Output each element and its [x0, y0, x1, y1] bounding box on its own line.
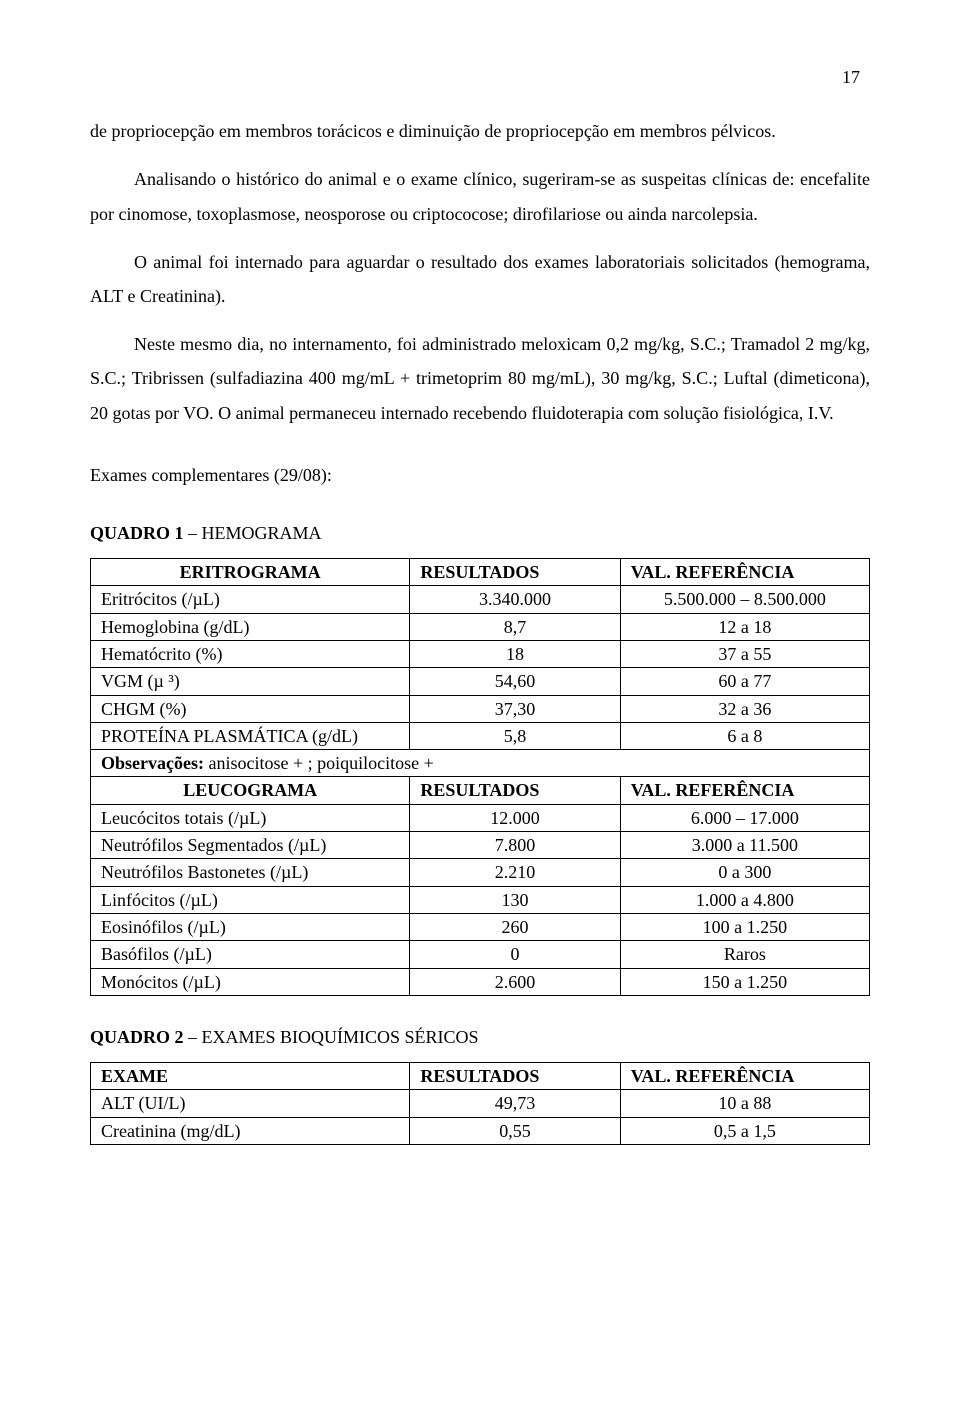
q1-eritro-header-row: ERITROGRAMA RESULTADOS VAL. REFERÊNCIA [91, 559, 870, 586]
q1-observacoes-cell: Observações: anisocitose + ; poiquilocit… [91, 750, 870, 777]
cell-value: 12.000 [410, 804, 620, 831]
cell-label: Basófilos (/µL) [91, 941, 410, 968]
cell-label: CHGM (%) [91, 695, 410, 722]
quadro1-title: QUADRO 1 – HEMOGRAMA [90, 516, 870, 550]
q1-leuco-header: LEUCOGRAMA [91, 777, 410, 804]
cell-value: 130 [410, 886, 620, 913]
cell-value: 37,30 [410, 695, 620, 722]
q2-ref-header: VAL. REFERÊNCIA [620, 1063, 869, 1090]
table-row: Monócitos (/µL)2.600150 a 1.250 [91, 968, 870, 995]
q1-ref-header: VAL. REFERÊNCIA [620, 559, 869, 586]
cell-value: 49,73 [410, 1090, 620, 1117]
cell-ref: 32 a 36 [620, 695, 869, 722]
cell-ref: 150 a 1.250 [620, 968, 869, 995]
obs-label: Observações: [101, 753, 204, 773]
cell-value: 5,8 [410, 722, 620, 749]
cell-ref: 100 a 1.250 [620, 913, 869, 940]
cell-ref: 12 a 18 [620, 613, 869, 640]
table-row: Neutrófilos Bastonetes (/µL)2.2100 a 300 [91, 859, 870, 886]
paragraph-1: de propriocepção em membros torácicos e … [90, 114, 870, 148]
cell-value: 8,7 [410, 613, 620, 640]
q2-header-row: EXAME RESULTADOS VAL. REFERÊNCIA [91, 1063, 870, 1090]
cell-label: Creatinina (mg/dL) [91, 1117, 410, 1144]
page-number: 17 [90, 60, 870, 94]
cell-ref: 0 a 300 [620, 859, 869, 886]
cell-label: PROTEÍNA PLASMÁTICA (g/dL) [91, 722, 410, 749]
cell-ref: Raros [620, 941, 869, 968]
table-row: Hemoglobina (g/dL)8,712 a 18 [91, 613, 870, 640]
q1-observacoes-row: Observações: anisocitose + ; poiquilocit… [91, 750, 870, 777]
cell-label: Linfócitos (/µL) [91, 886, 410, 913]
q1-ref-header-2: VAL. REFERÊNCIA [620, 777, 869, 804]
quadro1-table: ERITROGRAMA RESULTADOS VAL. REFERÊNCIA E… [90, 558, 870, 996]
cell-label: Neutrófilos Bastonetes (/µL) [91, 859, 410, 886]
cell-label: Neutrófilos Segmentados (/µL) [91, 832, 410, 859]
cell-label: Leucócitos totais (/µL) [91, 804, 410, 831]
cell-ref: 60 a 77 [620, 668, 869, 695]
quadro2-title-rest: – EXAMES BIOQUÍMICOS SÉRICOS [184, 1027, 479, 1047]
cell-ref: 10 a 88 [620, 1090, 869, 1117]
paragraph-4: Neste mesmo dia, no internamento, foi ad… [90, 327, 870, 430]
paragraph-2: Analisando o histórico do animal e o exa… [90, 162, 870, 230]
table-row: VGM (µ ³)54,6060 a 77 [91, 668, 870, 695]
cell-label: Eosinófilos (/µL) [91, 913, 410, 940]
quadro1-title-rest: – HEMOGRAMA [184, 523, 322, 543]
q2-result-header: RESULTADOS [410, 1063, 620, 1090]
cell-value: 0 [410, 941, 620, 968]
q2-exame-header: EXAME [91, 1063, 410, 1090]
cell-ref: 6 a 8 [620, 722, 869, 749]
table-row: Basófilos (/µL)0Raros [91, 941, 870, 968]
cell-value: 54,60 [410, 668, 620, 695]
table-row: Neutrófilos Segmentados (/µL)7.8003.000 … [91, 832, 870, 859]
cell-label: VGM (µ ³) [91, 668, 410, 695]
table-row: Leucócitos totais (/µL)12.0006.000 – 17.… [91, 804, 870, 831]
cell-ref: 5.500.000 – 8.500.000 [620, 586, 869, 613]
cell-value: 3.340.000 [410, 586, 620, 613]
cell-ref: 37 a 55 [620, 640, 869, 667]
cell-ref: 3.000 a 11.500 [620, 832, 869, 859]
quadro1-title-prefix: QUADRO 1 [90, 523, 184, 543]
table-row: ALT (UI/L)49,7310 a 88 [91, 1090, 870, 1117]
cell-ref: 0,5 a 1,5 [620, 1117, 869, 1144]
cell-label: ALT (UI/L) [91, 1090, 410, 1117]
cell-ref: 6.000 – 17.000 [620, 804, 869, 831]
cell-label: Eritrócitos (/µL) [91, 586, 410, 613]
quadro2-table: EXAME RESULTADOS VAL. REFERÊNCIA ALT (UI… [90, 1062, 870, 1145]
cell-label: Hematócrito (%) [91, 640, 410, 667]
table-row: PROTEÍNA PLASMÁTICA (g/dL)5,86 a 8 [91, 722, 870, 749]
cell-value: 0,55 [410, 1117, 620, 1144]
obs-text: anisocitose + ; poiquilocitose + [204, 753, 434, 773]
quadro2-title-prefix: QUADRO 2 [90, 1027, 184, 1047]
table-row: Linfócitos (/µL)1301.000 a 4.800 [91, 886, 870, 913]
cell-label: Monócitos (/µL) [91, 968, 410, 995]
table-row: CHGM (%)37,3032 a 36 [91, 695, 870, 722]
q1-result-header-2: RESULTADOS [410, 777, 620, 804]
cell-value: 260 [410, 913, 620, 940]
table-row: Eosinófilos (/µL)260100 a 1.250 [91, 913, 870, 940]
cell-ref: 1.000 a 4.800 [620, 886, 869, 913]
cell-label: Hemoglobina (g/dL) [91, 613, 410, 640]
q1-result-header: RESULTADOS [410, 559, 620, 586]
exams-complement-label: Exames complementares (29/08): [90, 458, 870, 492]
table-row: Creatinina (mg/dL)0,550,5 a 1,5 [91, 1117, 870, 1144]
q1-leuco-header-row: LEUCOGRAMA RESULTADOS VAL. REFERÊNCIA [91, 777, 870, 804]
cell-value: 7.800 [410, 832, 620, 859]
table-row: Eritrócitos (/µL)3.340.0005.500.000 – 8.… [91, 586, 870, 613]
table-row: Hematócrito (%)1837 a 55 [91, 640, 870, 667]
cell-value: 2.600 [410, 968, 620, 995]
cell-value: 2.210 [410, 859, 620, 886]
quadro2-title: QUADRO 2 – EXAMES BIOQUÍMICOS SÉRICOS [90, 1020, 870, 1054]
cell-value: 18 [410, 640, 620, 667]
q1-eritro-header: ERITROGRAMA [91, 559, 410, 586]
paragraph-3: O animal foi internado para aguardar o r… [90, 245, 870, 313]
